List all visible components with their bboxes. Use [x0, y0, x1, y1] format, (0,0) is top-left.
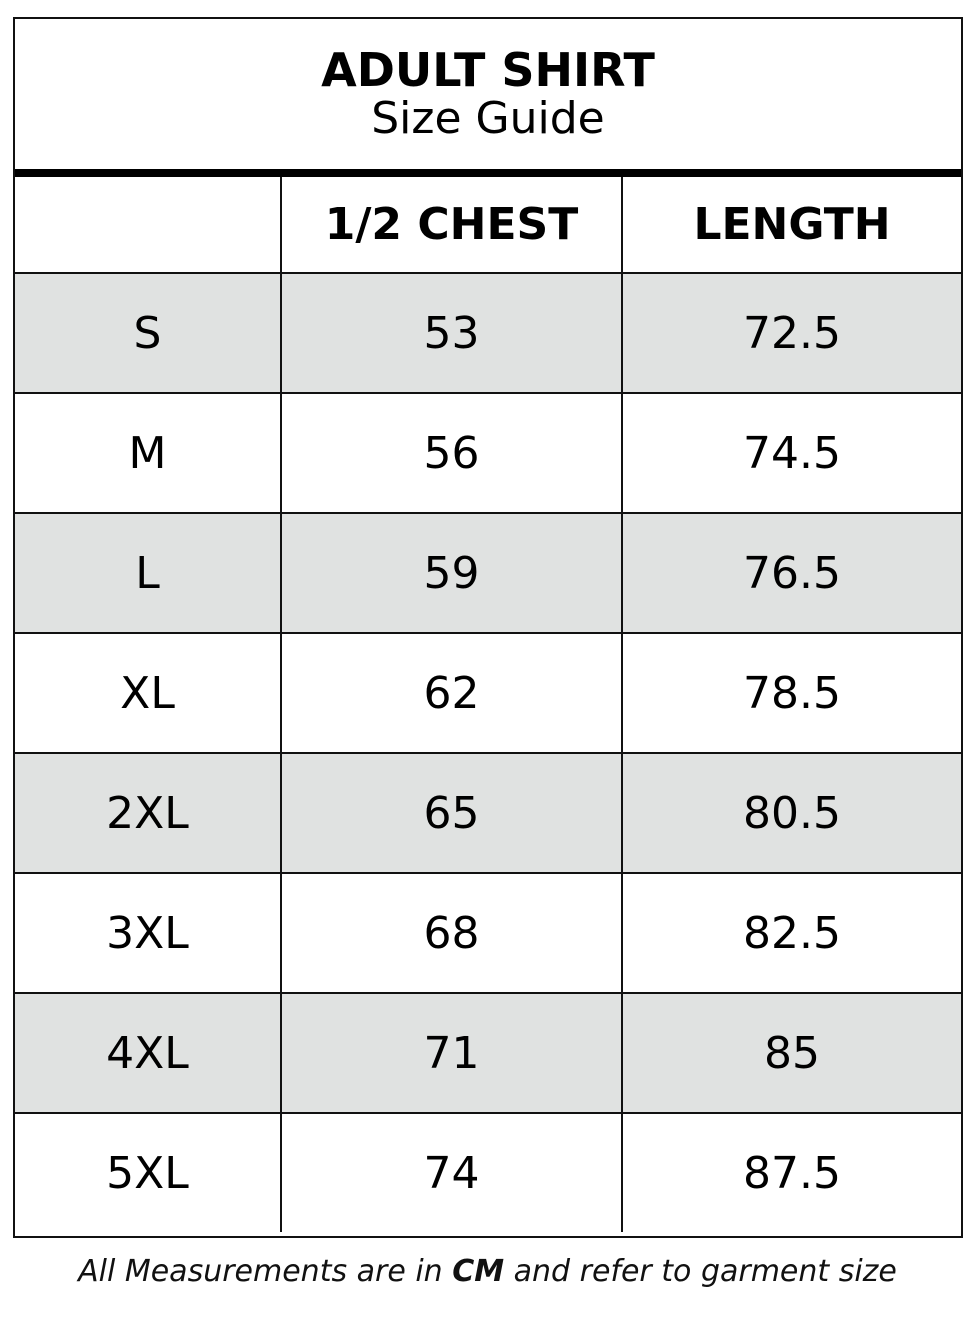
table-row: XL 62 78.5 [15, 632, 961, 754]
chest-cell: 56 [280, 392, 623, 514]
length-cell: 74.5 [621, 392, 961, 514]
header-size [15, 177, 282, 274]
size-cell: 2XL [15, 752, 282, 874]
size-cell: L [15, 512, 282, 634]
length-cell: 72.5 [621, 272, 961, 394]
chest-cell: 65 [280, 752, 623, 874]
length-cell: 78.5 [621, 632, 961, 754]
footer-text-end: and refer to garment size [504, 1254, 897, 1289]
chest-cell: 71 [280, 992, 623, 1114]
header-length: LENGTH [621, 177, 961, 274]
table-row: 4XL 71 85 [15, 992, 961, 1114]
chest-cell: 68 [280, 872, 623, 994]
table-row: 5XL 74 87.5 [15, 1112, 961, 1232]
chest-cell: 59 [280, 512, 623, 634]
size-cell: M [15, 392, 282, 514]
size-cell: S [15, 272, 282, 394]
size-guide-table: ADULT SHIRT Size Guide 1/2 CHEST LENGTH … [13, 17, 963, 1238]
length-cell: 80.5 [621, 752, 961, 874]
title-section: ADULT SHIRT Size Guide [15, 19, 961, 177]
chest-cell: 53 [280, 272, 623, 394]
length-cell: 87.5 [621, 1112, 961, 1232]
length-cell: 85 [621, 992, 961, 1114]
size-cell: 4XL [15, 992, 282, 1114]
title: ADULT SHIRT [321, 43, 655, 97]
table-row: L 59 76.5 [15, 512, 961, 634]
size-table: 1/2 CHEST LENGTH S 53 72.5 M 56 74.5 L 59 76.5 XL… [15, 177, 961, 1232]
footer-unit: CM [452, 1254, 505, 1289]
table-row: M 56 74.5 [15, 392, 961, 514]
size-cell: 5XL [15, 1112, 282, 1232]
footer-text: All Measurements are in [78, 1254, 453, 1289]
subtitle: Size Guide [371, 93, 605, 144]
length-cell: 82.5 [621, 872, 961, 994]
table-row: 2XL 65 80.5 [15, 752, 961, 874]
chest-cell: 74 [280, 1112, 623, 1232]
table-row: 3XL 68 82.5 [15, 872, 961, 994]
size-cell: XL [15, 632, 282, 754]
header-row: 1/2 CHEST LENGTH [15, 177, 961, 274]
length-cell: 76.5 [621, 512, 961, 634]
table-row: S 53 72.5 [15, 272, 961, 394]
header-chest: 1/2 CHEST [280, 177, 623, 274]
chest-cell: 62 [280, 632, 623, 754]
footer-note: All Measurements are in CM and refer to … [0, 1254, 975, 1289]
size-cell: 3XL [15, 872, 282, 994]
